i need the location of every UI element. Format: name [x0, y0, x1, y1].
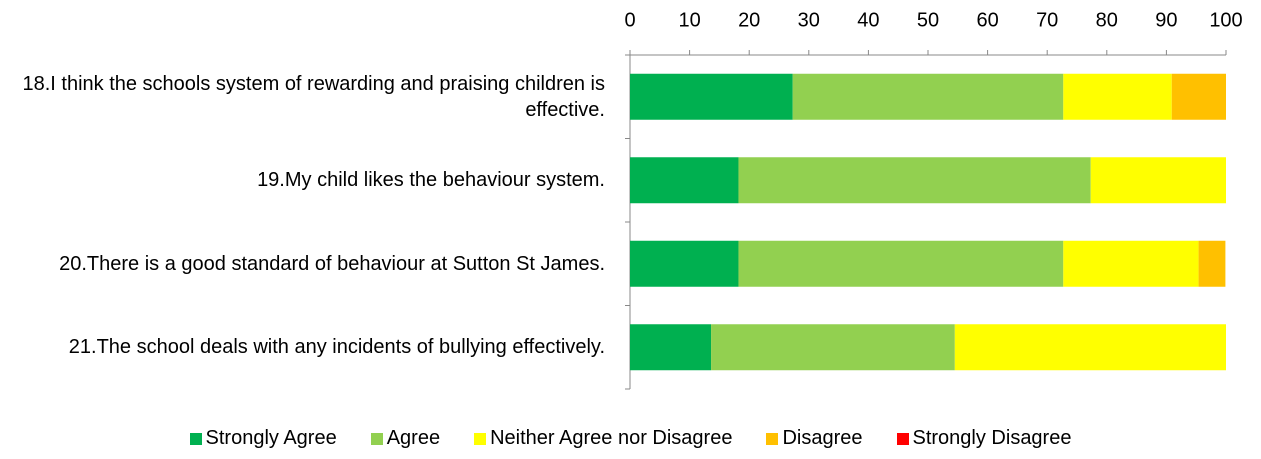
legend-item: Disagree [766, 427, 863, 450]
bar-segment [738, 240, 1064, 287]
bar-segment [1198, 240, 1226, 287]
category-label: 19.My child likes the behaviour system. [257, 169, 605, 192]
x-tick-label: 40 [857, 9, 879, 31]
category-label: 20.There is a good standard of behaviour… [59, 252, 605, 275]
legend-swatch [896, 432, 909, 445]
legend-item: Neither Agree nor Disagree [474, 427, 732, 450]
bar-segment [630, 157, 739, 204]
legend-item: Agree [370, 427, 441, 450]
x-tick-label: 20 [738, 9, 760, 31]
bar-segment [1063, 73, 1172, 120]
bar-segment [711, 324, 955, 371]
x-tick-label: 10 [678, 9, 700, 31]
bar-segment [954, 324, 1226, 371]
legend-item: Strongly Agree [189, 427, 337, 450]
x-tick-label: 90 [1155, 9, 1177, 31]
legend-label: Strongly Agree [205, 427, 337, 449]
legend-swatch [474, 432, 487, 445]
legend-swatch [766, 432, 779, 445]
x-tick-label: 0 [624, 9, 635, 31]
x-tick-label: 80 [1096, 9, 1118, 31]
x-tick-label: 100 [1209, 9, 1242, 31]
bar-segment [630, 324, 712, 371]
legend-swatch [370, 432, 383, 445]
bar-segment [630, 73, 793, 120]
legend: Strongly Agree Agree Neither Agree nor Dis… [0, 427, 1261, 450]
legend-label: Strongly Disagree [912, 427, 1072, 449]
x-tick-label: 70 [1036, 9, 1058, 31]
legend-label: Agree [386, 427, 441, 449]
x-tick-label: 50 [917, 9, 939, 31]
legend-item: Strongly Disagree [896, 427, 1072, 450]
category-label: 21.The school deals with any incidents o… [68, 336, 605, 359]
bar-segment [630, 240, 739, 287]
x-tick-label: 30 [798, 9, 820, 31]
bar-segment [738, 157, 1091, 204]
bar-segment [1171, 73, 1226, 120]
legend-label: Disagree [782, 427, 863, 449]
bar-segment [792, 73, 1064, 120]
legend-label: Neither Agree nor Disagree [490, 427, 733, 449]
bar-segment [1063, 240, 1199, 287]
x-tick-label: 60 [976, 9, 998, 31]
bar-segment [1090, 157, 1226, 204]
legend-swatch [189, 432, 202, 445]
category-label: 18.I think the schools system of rewardi… [22, 72, 605, 121]
